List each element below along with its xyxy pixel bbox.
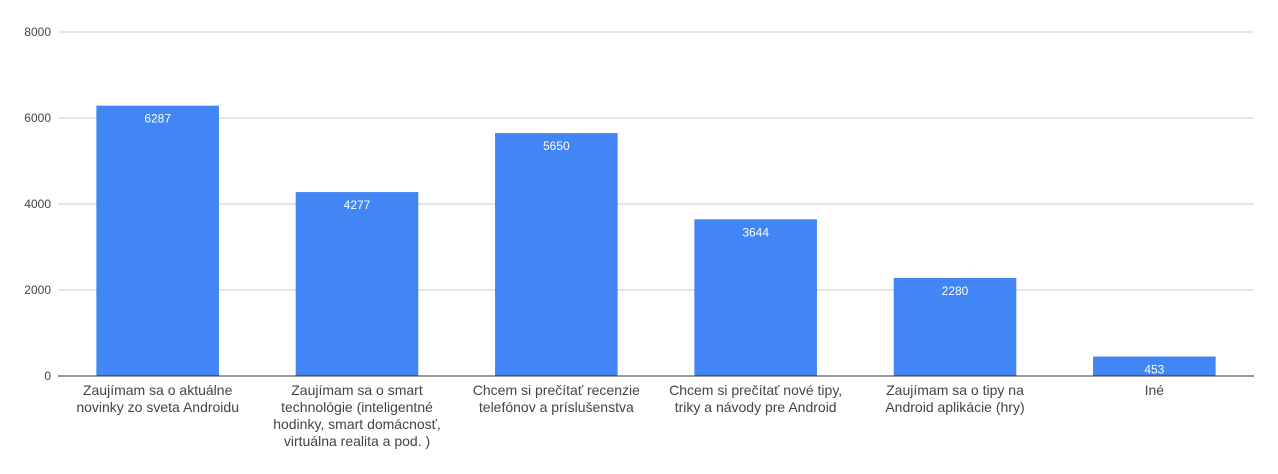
x-category-label-line: Chcem si prečítať recenzie bbox=[473, 382, 640, 398]
bar bbox=[295, 192, 419, 376]
x-category-label: Chcem si prečítať nové tipy, triky a návo… bbox=[669, 382, 842, 415]
y-tick-label: 0 bbox=[44, 369, 51, 383]
x-category-label-line: Zaujímam sa o tipy na bbox=[886, 382, 1024, 398]
x-category-label: Zaujímam sa o smart technológie (intelige… bbox=[273, 382, 441, 449]
x-category-label: Zaujímam sa o tipy na Android aplikácie (… bbox=[885, 382, 1024, 415]
x-category-label-line: technológie (inteligentné bbox=[281, 399, 433, 415]
x-category-label-line: virtuálna realita a pod. ) bbox=[284, 433, 430, 449]
x-category-label-line: Android aplikácie (hry) bbox=[885, 399, 1024, 415]
bar bbox=[1093, 356, 1216, 376]
x-category-label-line: telefónov a príslušenstva bbox=[479, 399, 634, 415]
y-tick-label: 8000 bbox=[24, 25, 51, 39]
bar-value-label: 2280 bbox=[942, 284, 969, 298]
x-category-label-line: hodinky, smart domácnosť, bbox=[273, 416, 441, 432]
x-category-label-line: Zaujímam sa o smart bbox=[291, 382, 423, 398]
bars bbox=[96, 105, 1216, 376]
y-tick-label: 4000 bbox=[24, 197, 51, 211]
x-category-label-line: novinky zo sveta Androidu bbox=[76, 399, 239, 415]
data-labels: 6287 4277 5650 3644 2280 453 bbox=[144, 112, 1164, 377]
x-category-label: Iné bbox=[1145, 382, 1165, 398]
y-tick-label: 6000 bbox=[24, 111, 51, 125]
x-category-label-line: Iné bbox=[1145, 382, 1165, 398]
bar-value-label: 5650 bbox=[543, 139, 570, 153]
bar bbox=[893, 277, 1017, 376]
y-tick-label: 2000 bbox=[24, 283, 51, 297]
bar bbox=[96, 105, 219, 376]
y-axis-ticks: 0 2000 4000 6000 8000 bbox=[24, 25, 51, 383]
x-axis-categories: Zaujímam sa o aktuálne novinky zo sveta A… bbox=[76, 382, 1164, 449]
x-category-label-line: Zaujímam sa o aktuálne bbox=[83, 382, 233, 398]
bar-value-label: 4277 bbox=[344, 198, 371, 212]
gridlines bbox=[58, 31, 1254, 291]
bar bbox=[694, 219, 817, 376]
bar-value-label: 6287 bbox=[144, 112, 171, 126]
x-category-label: Chcem si prečítať recenzie telefónov a pr… bbox=[473, 382, 640, 415]
x-category-label-line: Chcem si prečítať nové tipy, bbox=[669, 382, 842, 398]
x-category-label-line: triky a návody pre Android bbox=[675, 399, 837, 415]
x-category-label: Zaujímam sa o aktuálne novinky zo sveta A… bbox=[76, 382, 239, 415]
bar-value-label: 453 bbox=[1144, 363, 1164, 377]
bar-value-label: 3644 bbox=[742, 225, 769, 239]
bar bbox=[495, 133, 618, 376]
